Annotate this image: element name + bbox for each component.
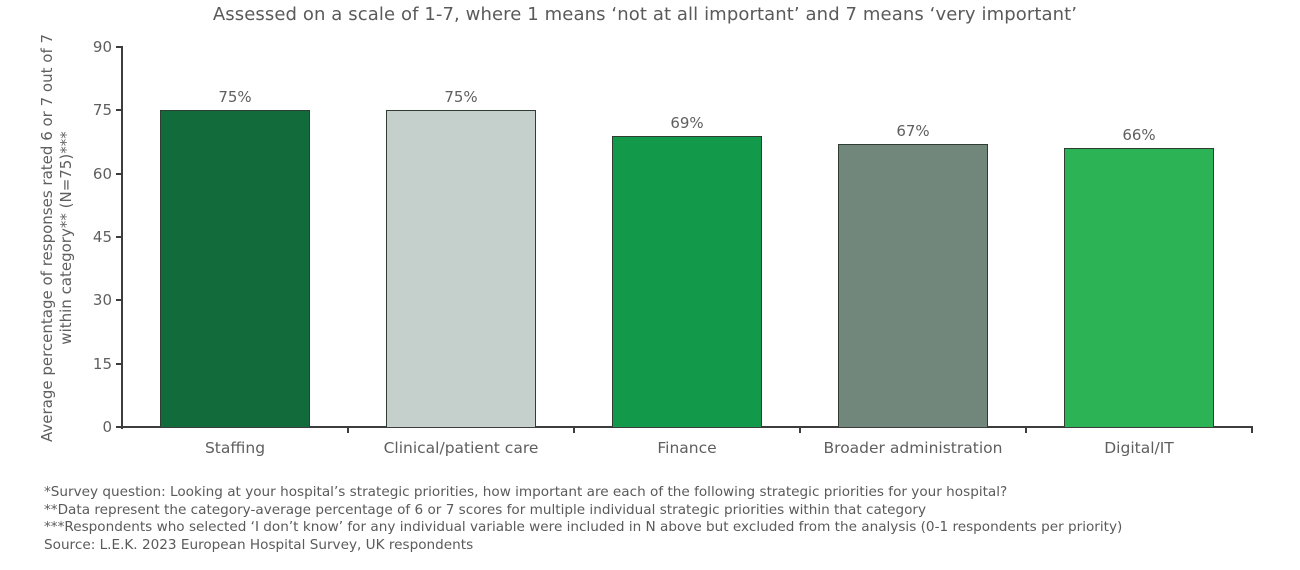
- bar-digital-it: [1064, 148, 1214, 427]
- bar-finance: [612, 135, 762, 427]
- y-tick: [116, 172, 122, 175]
- x-category-label: Broader administration: [823, 439, 1003, 457]
- y-tick-label: 75: [92, 101, 112, 120]
- y-tick-label: 15: [92, 354, 112, 373]
- y-tick-label: 0: [102, 418, 112, 436]
- x-axis-line: [121, 426, 1253, 428]
- bar-staffing: [160, 110, 310, 427]
- footnote-data-definition: **Data represent the category-average pe…: [44, 501, 927, 518]
- x-tick: [799, 426, 801, 433]
- footnote-source: Source: L.E.K. 2023 European Hospital Su…: [44, 536, 474, 553]
- bar-value-label: 66%: [1122, 126, 1156, 145]
- x-tick: [573, 426, 575, 433]
- x-category-label: Finance: [657, 439, 717, 457]
- y-tick-label: 90: [92, 38, 112, 56]
- bar-broader-administration: [838, 144, 988, 427]
- bar-value-label: 75%: [218, 88, 252, 107]
- y-tick: [116, 109, 122, 112]
- footnote-survey-question: *Survey question: Looking at your hospit…: [44, 484, 1008, 500]
- plot-area: 0 15 30 45 60 75 90 75% Staffing 75% Clinical/pati…: [92, 38, 1253, 457]
- chart-title: Assessed on a scale of 1-7, where 1 mean…: [212, 4, 1078, 25]
- x-category-label: Digital/IT: [1104, 439, 1174, 457]
- footnote-respondents: ***Respondents who selected ‘I don’t kno…: [44, 519, 1123, 535]
- x-tick: [347, 426, 349, 433]
- footnotes: *Survey question: Looking at your hospit…: [44, 484, 1122, 554]
- y-tick: [116, 299, 122, 302]
- bar-value-label: 67%: [896, 122, 930, 141]
- y-tick-label: 45: [92, 228, 112, 246]
- y-tick: [116, 46, 122, 48]
- y-axis-line: [121, 46, 123, 429]
- y-tick: [116, 236, 122, 238]
- x-category-label: Clinical/patient care: [383, 439, 539, 457]
- y-tick-label: 30: [92, 291, 112, 310]
- bar-value-label: 69%: [670, 113, 704, 132]
- x-tick: [1025, 426, 1027, 433]
- x-category-label: Staffing: [204, 439, 266, 457]
- bar-value-label: 75%: [444, 88, 478, 107]
- bar-clinical-patient-care: [386, 110, 536, 427]
- y-tick-label: 60: [92, 164, 112, 183]
- y-tick: [116, 426, 122, 428]
- y-tick: [116, 362, 122, 365]
- x-tick: [1251, 426, 1253, 433]
